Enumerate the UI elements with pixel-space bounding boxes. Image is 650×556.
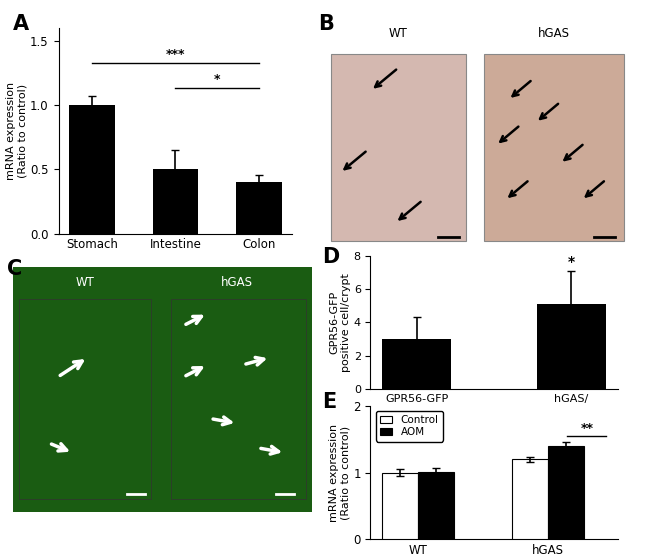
Bar xyxy=(69,105,115,234)
Text: hGAS: hGAS xyxy=(538,27,570,41)
FancyBboxPatch shape xyxy=(172,299,306,499)
Bar xyxy=(382,473,418,539)
Text: *: * xyxy=(568,255,575,269)
Bar xyxy=(537,304,606,389)
Bar xyxy=(548,446,584,539)
FancyBboxPatch shape xyxy=(331,54,465,241)
Bar xyxy=(153,169,198,234)
Y-axis label: GPR56-GFP
positive cell/crypt: GPR56-GFP positive cell/crypt xyxy=(330,273,351,372)
Text: ***: *** xyxy=(166,48,185,61)
Bar xyxy=(382,339,451,389)
Y-axis label: mRNA expression
(Ratio to control): mRNA expression (Ratio to control) xyxy=(6,82,27,180)
Text: WT: WT xyxy=(75,276,94,289)
Y-axis label: mRNA expression
(Ratio to control): mRNA expression (Ratio to control) xyxy=(329,424,350,522)
Text: *: * xyxy=(214,73,220,86)
Text: A: A xyxy=(13,14,29,34)
Text: **: ** xyxy=(580,421,593,435)
Text: WT: WT xyxy=(389,27,408,41)
FancyBboxPatch shape xyxy=(484,54,625,241)
FancyBboxPatch shape xyxy=(13,267,312,512)
Bar xyxy=(236,182,282,234)
Text: B: B xyxy=(318,14,334,34)
FancyBboxPatch shape xyxy=(19,299,151,499)
Legend: Control, AOM: Control, AOM xyxy=(376,411,443,441)
Bar xyxy=(512,459,548,539)
Text: C: C xyxy=(6,259,21,279)
Bar xyxy=(418,472,454,539)
Text: hGAS: hGAS xyxy=(221,276,254,289)
Text: D: D xyxy=(322,247,339,267)
Text: E: E xyxy=(322,392,336,412)
